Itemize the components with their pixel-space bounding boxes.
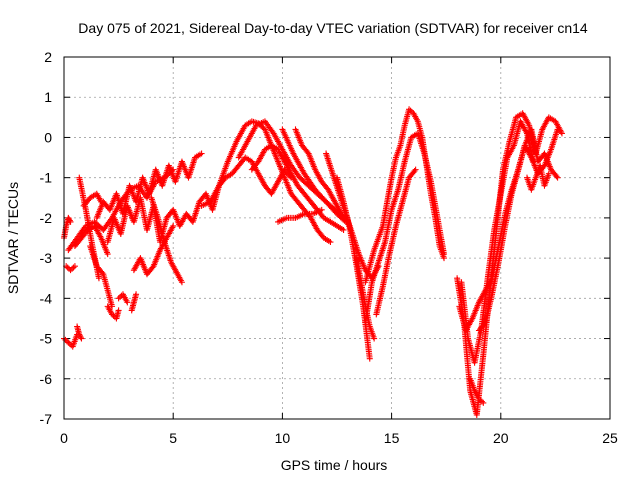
y-tick-label: 1 (44, 89, 52, 105)
data-point-marker (99, 269, 106, 276)
series-s11 (115, 291, 131, 306)
data-point-marker (67, 218, 74, 225)
y-tick-label: -3 (40, 250, 53, 266)
data-point-marker (441, 251, 448, 258)
data-point-marker (70, 264, 77, 271)
x-tick-label: 25 (602, 430, 618, 446)
y-tick-label: 2 (44, 49, 52, 65)
data-point-marker (554, 174, 561, 181)
series-s13 (93, 150, 205, 221)
data-point-marker (553, 173, 560, 180)
series-s21 (275, 206, 325, 225)
chart-title: Day 075 of 2021, Sidereal Day-to-day VTE… (78, 20, 588, 36)
data-point-marker (480, 399, 487, 406)
data-point-marker (64, 264, 71, 271)
y-tick-label: -2 (40, 210, 53, 226)
data-point-marker (95, 275, 102, 282)
data-point-marker (62, 336, 69, 343)
data-point-marker (71, 263, 78, 270)
data-point-marker (78, 335, 85, 342)
data-point-marker (366, 355, 373, 362)
x-tick-label: 0 (60, 430, 68, 446)
data-points (61, 106, 565, 418)
series-s23 (323, 150, 382, 282)
data-point-marker (327, 239, 334, 246)
data-point-marker (104, 251, 111, 258)
data-point-marker (170, 222, 177, 229)
series-s12 (128, 291, 140, 314)
series-s8 (80, 190, 105, 209)
y-tick-label: -7 (40, 411, 53, 427)
y-tick-label: -4 (40, 290, 53, 306)
y-tick-label: -6 (40, 371, 53, 387)
series-s6 (71, 222, 111, 258)
data-point-marker (371, 335, 378, 342)
series-s28 (373, 166, 419, 318)
data-point-marker (63, 338, 70, 345)
series-s9 (87, 243, 116, 310)
data-point-marker (318, 206, 325, 213)
series-s14 (104, 154, 295, 246)
series-s10 (104, 303, 122, 322)
grid-lines (64, 57, 610, 419)
x-tick-label: 10 (275, 430, 291, 446)
data-point-marker (77, 334, 84, 341)
data-point-marker (198, 150, 205, 157)
x-tick-label: 15 (384, 430, 400, 446)
y-axis-label: SDTVAR / TECUs (5, 182, 21, 294)
data-point-marker (554, 126, 561, 133)
plot-frame (63, 56, 611, 420)
series-s17 (198, 118, 334, 246)
data-point-marker (66, 217, 73, 224)
data-point-marker (545, 170, 552, 177)
series-s4 (63, 263, 78, 274)
axis-ticks (63, 56, 611, 420)
series-s33 (475, 126, 561, 334)
series-s32 (467, 375, 487, 406)
data-point-marker (558, 130, 565, 137)
data-point-marker (69, 265, 76, 272)
series-s15 (130, 222, 177, 278)
series-s34 (524, 162, 552, 193)
series-s1 (61, 214, 74, 241)
data-point-marker (124, 299, 131, 306)
data-point-marker (178, 279, 185, 286)
data-point-marker (340, 226, 347, 233)
data-point-marker (411, 167, 418, 174)
x-tick-label: 20 (493, 430, 509, 446)
series-s19 (279, 126, 349, 225)
y-tick-label: -1 (40, 170, 53, 186)
data-point-marker (481, 320, 488, 327)
data-point-marker (115, 295, 122, 302)
data-point-marker (133, 291, 140, 298)
y-tick-label: 0 (44, 129, 52, 145)
data-point-marker (115, 307, 122, 314)
x-axis-label: GPS time / hours (281, 457, 388, 473)
series-s27 (362, 130, 448, 326)
series-s16 (148, 194, 185, 286)
y-tick-label: -5 (40, 331, 53, 347)
data-point-marker (412, 166, 419, 173)
series-s3 (74, 323, 85, 342)
data-point-marker (67, 267, 74, 274)
x-tick-label: 5 (169, 430, 177, 446)
